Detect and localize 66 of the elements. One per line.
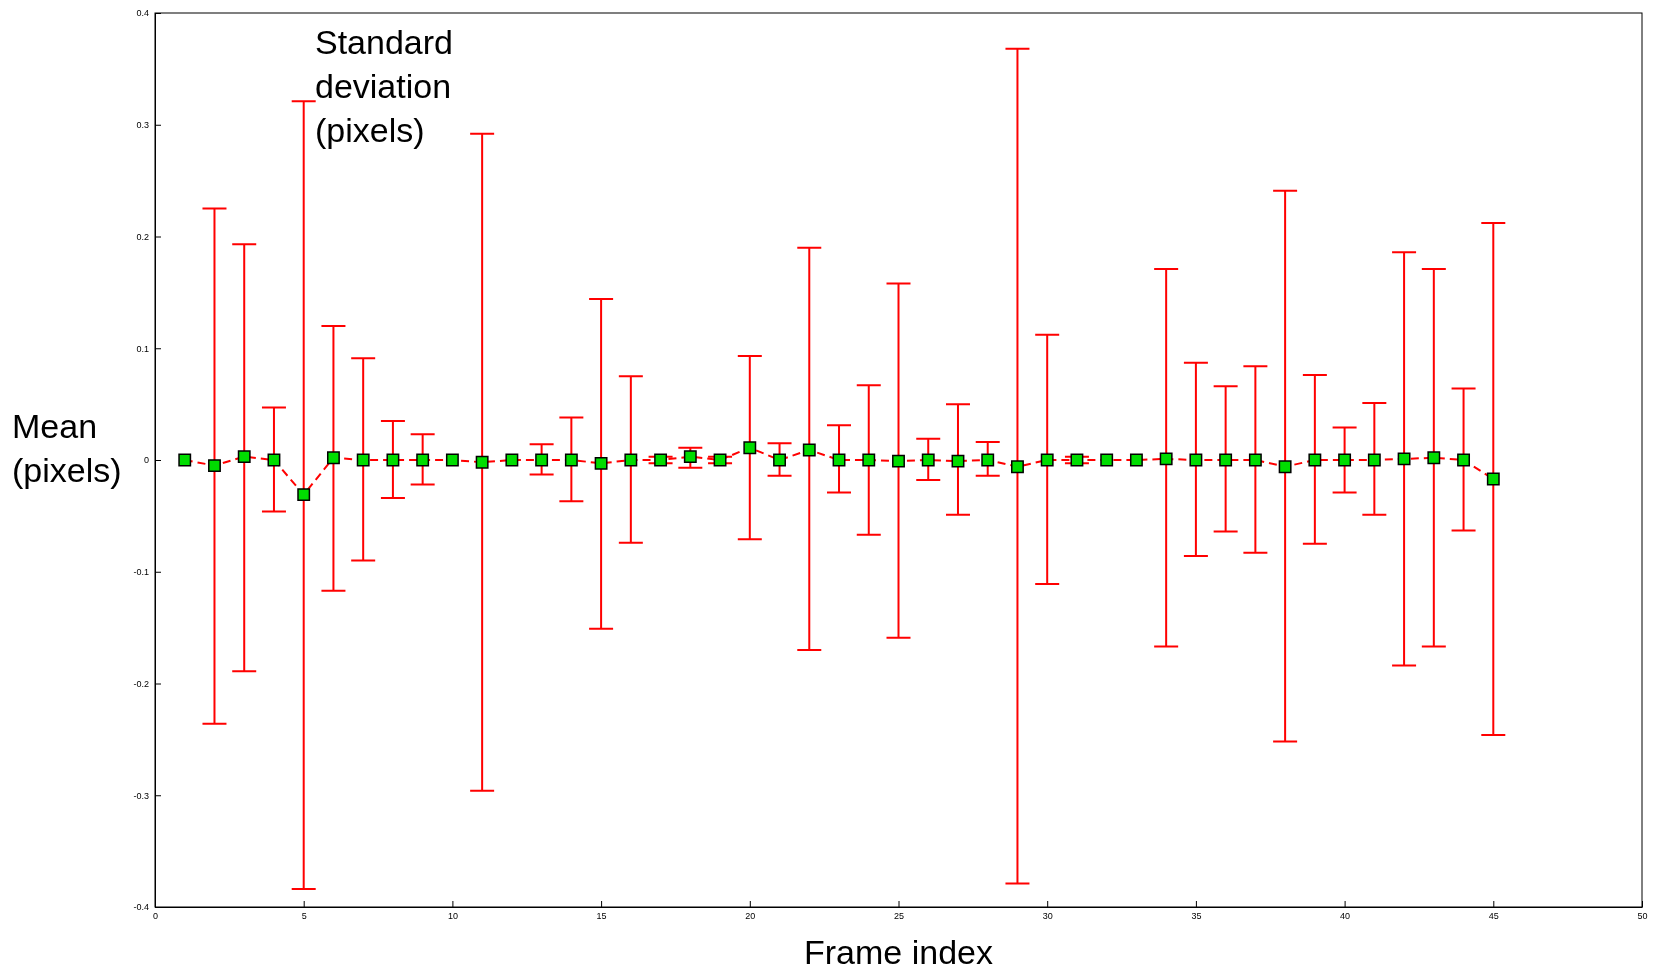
point — [1040, 453, 1054, 467]
x-axis-title: Frame index — [804, 933, 993, 971]
point — [1159, 452, 1173, 466]
point — [802, 443, 816, 457]
point — [1338, 453, 1352, 467]
y-tick-label: 0 — [143, 455, 149, 466]
x-tick-label: 50 — [1637, 911, 1648, 922]
y-tick-label: 0.3 — [136, 120, 149, 131]
y-tick-label: -0.2 — [133, 678, 149, 689]
x-tick-label: 35 — [1191, 911, 1202, 922]
point — [1278, 460, 1292, 474]
y-tick-label: 0.1 — [136, 343, 149, 354]
y-tick-label: -0.4 — [133, 902, 149, 913]
point — [564, 453, 578, 467]
point — [237, 450, 251, 464]
point — [773, 453, 786, 467]
point — [713, 453, 727, 467]
x-tick-label: 30 — [1042, 911, 1053, 922]
point — [1189, 453, 1203, 467]
point — [1308, 453, 1322, 467]
point — [654, 453, 668, 467]
point — [208, 459, 221, 473]
x-tick-label: 45 — [1488, 911, 1499, 922]
point — [505, 453, 519, 467]
point — [1427, 451, 1441, 465]
point — [1367, 453, 1381, 467]
point — [535, 453, 549, 467]
point — [445, 453, 459, 467]
point — [1070, 453, 1084, 467]
x-tick-label: 0 — [152, 911, 159, 922]
x-tick-label: 15 — [596, 911, 607, 922]
x-tick-label: 20 — [745, 911, 756, 922]
point — [951, 454, 965, 468]
annotation: Standard deviation (pixels) — [315, 23, 453, 149]
point — [1486, 472, 1500, 486]
point — [326, 451, 340, 465]
point — [624, 453, 638, 467]
point — [683, 450, 697, 464]
y-tick-label: 0.4 — [136, 8, 149, 19]
point — [1219, 453, 1233, 467]
point — [178, 453, 192, 467]
y-tick-label: 0.2 — [136, 231, 149, 242]
x-tick-label: 40 — [1340, 911, 1351, 922]
x-tick-label: 10 — [447, 911, 458, 922]
y-axis-title: Mean (pixels) — [12, 407, 122, 489]
point — [1248, 453, 1262, 467]
point — [892, 454, 905, 468]
point — [1397, 452, 1411, 466]
point — [386, 453, 400, 467]
point — [1100, 453, 1114, 467]
point — [416, 453, 430, 467]
x-tick-label: 25 — [893, 911, 905, 922]
point — [1457, 453, 1471, 467]
point — [356, 453, 370, 467]
point — [1011, 460, 1024, 474]
point — [475, 455, 489, 469]
point — [594, 456, 608, 470]
point — [1129, 453, 1143, 467]
x-tick-label: 5 — [301, 911, 307, 922]
point — [743, 441, 757, 455]
point — [981, 453, 995, 467]
point — [297, 488, 311, 502]
point — [921, 453, 935, 467]
y-tick-label: -0.1 — [133, 567, 149, 578]
point — [862, 453, 876, 467]
y-tick-label: -0.3 — [133, 790, 149, 801]
